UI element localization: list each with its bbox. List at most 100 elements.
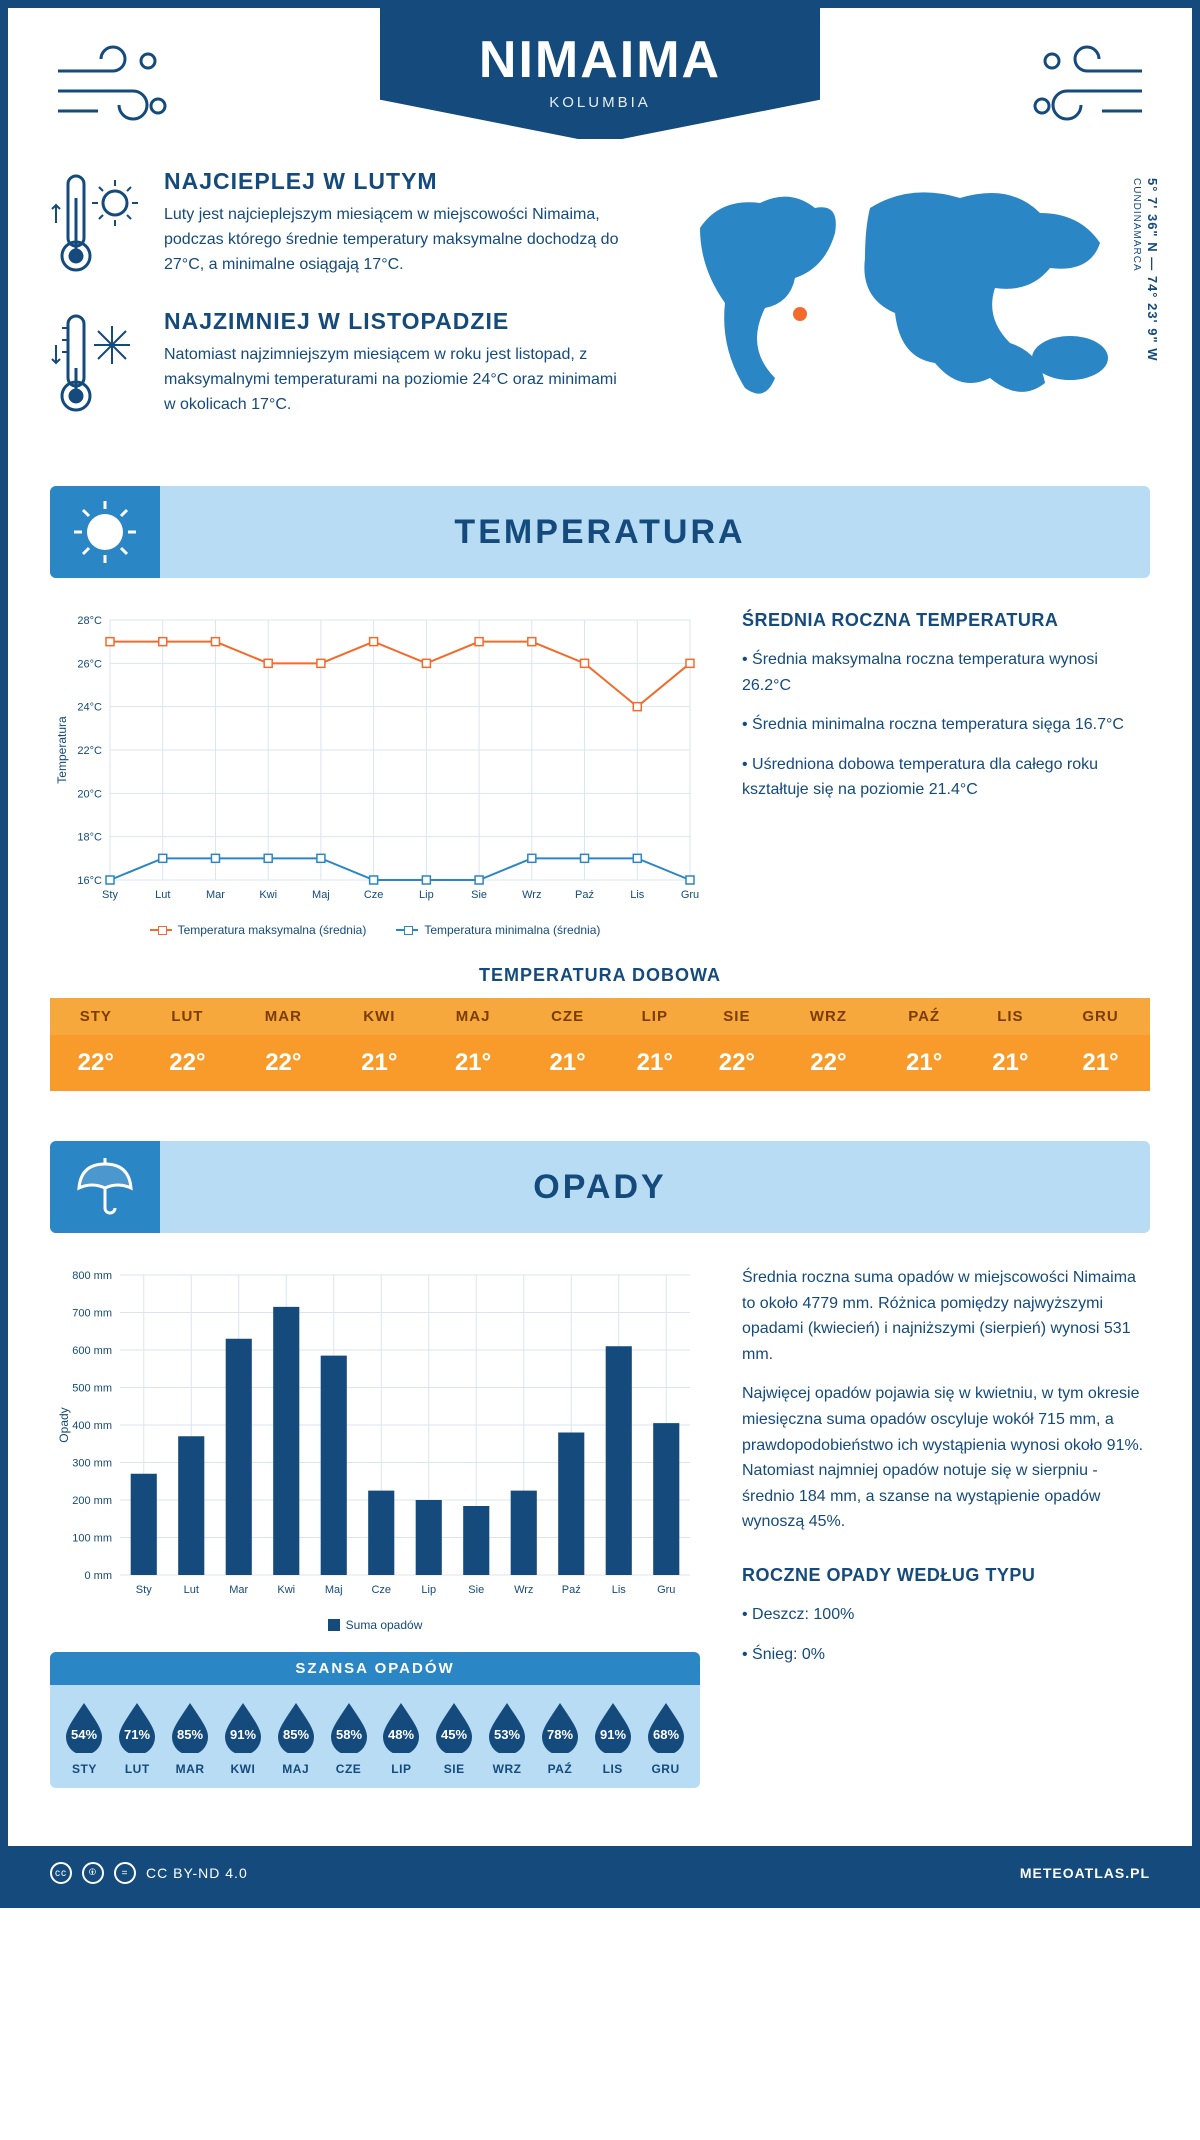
svg-text:78%: 78% — [547, 1727, 573, 1742]
temperature-section-header: TEMPERATURA — [50, 486, 1150, 578]
svg-text:48%: 48% — [388, 1727, 414, 1742]
wind-icon — [1022, 36, 1152, 136]
daily-header-cell: MAR — [233, 998, 333, 1035]
daily-header-cell: LIP — [614, 998, 695, 1035]
svg-text:Paź: Paź — [562, 1584, 581, 1596]
intro-row: NAJCIEPLEJ W LUTYM Luty jest najcieplejs… — [50, 168, 1150, 448]
svg-text:Maj: Maj — [325, 1584, 343, 1596]
svg-text:Wrz: Wrz — [522, 889, 541, 901]
chance-drop: 54%STY — [58, 1699, 111, 1776]
svg-text:200 mm: 200 mm — [72, 1495, 112, 1507]
chance-drop: 91%LIS — [586, 1699, 639, 1776]
precip-section-header: OPADY — [50, 1141, 1150, 1233]
svg-text:Sty: Sty — [102, 889, 118, 901]
svg-text:Kwi: Kwi — [259, 889, 277, 901]
daily-header-cell: STY — [50, 998, 142, 1035]
svg-text:26°C: 26°C — [77, 658, 102, 670]
svg-text:45%: 45% — [441, 1727, 467, 1742]
chance-drop: 48%LIP — [375, 1699, 428, 1776]
svg-text:Lut: Lut — [155, 889, 170, 901]
country-subtitle: KOLUMBIA — [450, 94, 750, 111]
temp-bullet: Uśredniona dobowa temperatura dla całego… — [742, 752, 1150, 803]
svg-text:85%: 85% — [283, 1727, 309, 1742]
temperature-legend: Temperatura maksymalna (średnia) Tempera… — [50, 923, 700, 937]
region-label: CUNDINAMARCA — [1131, 178, 1142, 272]
chance-drop: 91%KWI — [216, 1699, 269, 1776]
daily-header-cell: LIS — [970, 998, 1051, 1035]
site-name: METEOATLAS.PL — [1020, 1865, 1150, 1881]
svg-text:Mar: Mar — [206, 889, 225, 901]
svg-text:24°C: 24°C — [77, 702, 102, 714]
chance-drop: 68%GRU — [639, 1699, 692, 1776]
coldest-fact: NAJZIMNIEJ W LISTOPADZIE Natomiast najzi… — [50, 308, 630, 418]
svg-text:700 mm: 700 mm — [72, 1308, 112, 1320]
by-icon: 🅯 — [82, 1862, 104, 1884]
chance-drop: 78%PAŹ — [533, 1699, 586, 1776]
daily-value-cell: 22° — [233, 1035, 333, 1091]
svg-text:300 mm: 300 mm — [72, 1458, 112, 1470]
precip-p2: Najwięcej opadów pojawia się w kwietniu,… — [742, 1381, 1150, 1535]
chance-drop: 71%LUT — [111, 1699, 164, 1776]
precip-p1: Średnia roczna suma opadów w miejscowośc… — [742, 1265, 1150, 1367]
coldest-text: Natomiast najzimniejszym miesiącem w rok… — [164, 343, 630, 417]
chance-drop: 85%MAR — [164, 1699, 217, 1776]
svg-text:Sie: Sie — [468, 1584, 484, 1596]
svg-text:54%: 54% — [71, 1727, 97, 1742]
daily-header-cell: KWI — [334, 998, 426, 1035]
svg-text:Maj: Maj — [312, 889, 330, 901]
svg-text:28°C: 28°C — [77, 615, 102, 627]
coldest-title: NAJZIMNIEJ W LISTOPADZIE — [164, 308, 630, 335]
daily-value-cell: 22° — [778, 1035, 878, 1091]
svg-text:Sie: Sie — [471, 889, 487, 901]
page-header: NIMAIMA KOLUMBIA — [8, 8, 1192, 188]
svg-text:Kwi: Kwi — [277, 1584, 295, 1596]
daily-value-cell: 21° — [425, 1035, 521, 1091]
daily-value-cell: 21° — [521, 1035, 614, 1091]
svg-text:18°C: 18°C — [77, 832, 102, 844]
temp-bullet: Średnia minimalna roczna temperatura się… — [742, 712, 1150, 738]
chance-drop: 58%CZE — [322, 1699, 375, 1776]
daily-value-cell: 21° — [1051, 1035, 1150, 1091]
svg-text:Lip: Lip — [421, 1584, 436, 1596]
world-map: 5° 7' 36" N — 74° 23' 9" W CUNDINAMARCA — [670, 168, 1150, 448]
svg-text:Cze: Cze — [371, 1584, 391, 1596]
precip-type-item: Śnieg: 0% — [742, 1642, 1150, 1668]
svg-text:22°C: 22°C — [77, 745, 102, 757]
temperature-chart: 16°C18°C20°C22°C24°C26°C28°CStyLutMarKwi… — [50, 610, 700, 937]
daily-header-cell: MAJ — [425, 998, 521, 1035]
precip-legend: Suma opadów — [50, 1618, 700, 1632]
chance-drop: 45%SIE — [428, 1699, 481, 1776]
svg-text:85%: 85% — [177, 1727, 203, 1742]
svg-text:Gru: Gru — [657, 1584, 675, 1596]
svg-text:91%: 91% — [600, 1727, 626, 1742]
temperature-summary: ŚREDNIA ROCZNA TEMPERATURA Średnia maksy… — [742, 610, 1150, 937]
chance-title: SZANSA OPADÓW — [50, 1652, 700, 1685]
svg-text:Gru: Gru — [681, 889, 699, 901]
precip-title: OPADY — [533, 1168, 666, 1207]
daily-value-cell: 21° — [614, 1035, 695, 1091]
daily-value-cell: 22° — [50, 1035, 142, 1091]
daily-value-cell: 22° — [695, 1035, 778, 1091]
cc-icon: cc — [50, 1862, 72, 1884]
precip-type-title: ROCZNE OPADY WEDŁUG TYPU — [742, 1565, 1150, 1586]
daily-header-cell: GRU — [1051, 998, 1150, 1035]
thermometer-snow-icon — [50, 308, 142, 418]
svg-text:Wrz: Wrz — [514, 1584, 533, 1596]
chance-box: SZANSA OPADÓW 54%STY71%LUT85%MAR91%KWI 85… — [50, 1652, 700, 1788]
svg-text:Paź: Paź — [575, 889, 594, 901]
temperature-title: TEMPERATURA — [454, 513, 745, 552]
svg-text:Lis: Lis — [612, 1584, 627, 1596]
chance-drop: 53%WRZ — [481, 1699, 534, 1776]
page-footer: cc 🅯 = CC BY-ND 4.0 METEOATLAS.PL — [8, 1846, 1192, 1900]
svg-text:500 mm: 500 mm — [72, 1383, 112, 1395]
svg-text:400 mm: 400 mm — [72, 1420, 112, 1432]
title-banner: NIMAIMA KOLUMBIA — [380, 8, 820, 139]
svg-text:71%: 71% — [124, 1727, 150, 1742]
daily-temp-table: STYLUTMARKWIMAJCZELIPSIEWRZPAŹLISGRU 22°… — [50, 998, 1150, 1091]
svg-text:Lis: Lis — [630, 889, 645, 901]
svg-text:91%: 91% — [230, 1727, 256, 1742]
wind-icon — [48, 36, 178, 136]
svg-text:Mar: Mar — [229, 1584, 248, 1596]
coordinates: 5° 7' 36" N — 74° 23' 9" W — [1145, 178, 1160, 362]
temp-summary-title: ŚREDNIA ROCZNA TEMPERATURA — [742, 610, 1150, 631]
